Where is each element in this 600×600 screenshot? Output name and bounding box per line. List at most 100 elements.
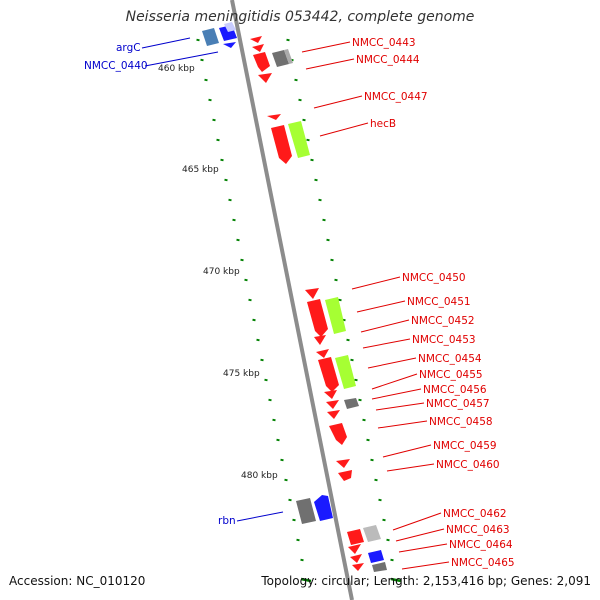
gene-forward[interactable] xyxy=(224,22,236,32)
gene-NMCC_0464[interactable] xyxy=(368,550,384,563)
reverse-gene-labels: NMCC_0443 NMCC_0444 NMCC_0447 hecB NMCC_0450… xyxy=(301,37,515,570)
gene-reverse[interactable] xyxy=(253,52,270,72)
gene-NMCC_0452[interactable] xyxy=(325,297,346,334)
gene-NMCC_0462[interactable] xyxy=(363,525,381,542)
gene-label-NMCC_0463[interactable]: NMCC_0463 xyxy=(446,524,510,536)
gene-label-NMCC_0440[interactable]: NMCC_0440 xyxy=(84,60,148,72)
gene-label-NMCC_0455[interactable]: NMCC_0455 xyxy=(419,369,483,381)
gene-NMCC_0463[interactable] xyxy=(348,544,361,554)
gene-forward[interactable] xyxy=(223,42,236,48)
scale-tick xyxy=(330,258,334,262)
scale-tick xyxy=(248,298,252,302)
scale-tick xyxy=(370,458,374,462)
leader-line xyxy=(144,51,219,67)
scale-tick xyxy=(196,38,200,42)
scale-labels: 460 kbp 465 kbp 470 kbp 475 kbp 480 kbp xyxy=(158,64,278,481)
gene-reverse[interactable] xyxy=(271,125,292,164)
leader-line xyxy=(313,95,363,109)
leader-line xyxy=(305,58,355,70)
gene-NMCC_0464[interactable] xyxy=(350,554,362,563)
gene-label-NMCC_0462[interactable]: NMCC_0462 xyxy=(443,508,507,520)
gene-label-NMCC_0464[interactable]: NMCC_0464 xyxy=(449,539,513,551)
gene-NMCC_0465[interactable] xyxy=(352,563,364,571)
scale-tick xyxy=(208,98,212,102)
scale-tick xyxy=(354,378,358,382)
gene-label-NMCC_0444[interactable]: NMCC_0444 xyxy=(356,54,420,66)
scale-tick xyxy=(292,518,296,522)
gene-label-NMCC_0457[interactable]: NMCC_0457 xyxy=(426,398,490,410)
gene-reverse[interactable] xyxy=(252,44,264,52)
gene-label-NMCC_0454[interactable]: NMCC_0454 xyxy=(418,353,482,365)
gene-label-NMCC_0460[interactable]: NMCC_0460 xyxy=(436,459,500,471)
scale-tick xyxy=(338,298,342,302)
gene-NMCC_0454[interactable] xyxy=(316,349,329,358)
scale-tick xyxy=(390,558,394,562)
gene-rbn-partner[interactable] xyxy=(296,498,316,524)
scale-label: 470 kbp xyxy=(203,267,240,277)
gene-label-NMCC_0453[interactable]: NMCC_0453 xyxy=(412,334,476,346)
scale-tick xyxy=(346,338,350,342)
gene-label-NMCC_0443[interactable]: NMCC_0443 xyxy=(352,37,416,49)
scale-tick xyxy=(318,198,322,202)
gene-label-NMCC_0456[interactable]: NMCC_0456 xyxy=(423,384,487,396)
gene-NMCC_0457[interactable] xyxy=(326,400,339,409)
scale-tick xyxy=(216,138,220,142)
scale-tick xyxy=(260,358,264,362)
scale-tick xyxy=(228,198,232,202)
gene-label-rbn[interactable]: rbn xyxy=(218,515,236,527)
gene-label-NMCC_0458[interactable]: NMCC_0458 xyxy=(429,416,493,428)
gene-label-NMCC_0452[interactable]: NMCC_0452 xyxy=(411,315,475,327)
gene-NMCC_0459[interactable] xyxy=(336,459,350,468)
gene-label-NMCC_0447[interactable]: NMCC_0447 xyxy=(364,91,428,103)
gene-label-NMCC_0459[interactable]: NMCC_0459 xyxy=(433,440,497,452)
gene-NMCC_0463[interactable] xyxy=(347,529,364,545)
gene-argC[interactable] xyxy=(202,28,219,46)
scale-tick xyxy=(268,398,272,402)
scale-tick xyxy=(288,498,292,502)
gene-reverse[interactable] xyxy=(250,36,262,43)
scale-tick xyxy=(252,318,256,322)
gene-NMCC_0447[interactable] xyxy=(267,114,281,120)
leader-line xyxy=(371,388,422,400)
gene-NMCC_0453[interactable] xyxy=(314,335,326,345)
gene-features xyxy=(202,22,387,572)
gene-label-NMCC_0465[interactable]: NMCC_0465 xyxy=(451,557,515,569)
scale-label: 460 kbp xyxy=(158,64,195,74)
gene-label-argC[interactable]: argC xyxy=(116,42,141,54)
gene-NMCC_0465[interactable] xyxy=(372,562,387,572)
gene-label-NMCC_0450[interactable]: NMCC_0450 xyxy=(402,272,466,284)
scale-tick xyxy=(236,238,240,242)
gene-NMCC_0444[interactable] xyxy=(272,50,289,67)
scale-tick xyxy=(256,338,260,342)
gene-label-NMCC_0451[interactable]: NMCC_0451 xyxy=(407,296,471,308)
gene-NMCC_0458[interactable] xyxy=(329,423,347,445)
gene-NMCC_0444[interactable] xyxy=(284,49,293,64)
scale-tick xyxy=(322,218,326,222)
gene-NMCC_0456[interactable] xyxy=(324,390,337,399)
gene-reverse[interactable] xyxy=(327,410,340,419)
scale-tick xyxy=(374,478,378,482)
leader-line xyxy=(301,41,351,53)
scale-tick xyxy=(314,178,318,182)
scale-tick xyxy=(200,58,204,62)
scale-tick xyxy=(302,118,306,122)
leader-line xyxy=(386,463,435,472)
leader-line xyxy=(392,512,442,531)
gene-NMCC_0455[interactable] xyxy=(318,357,339,392)
gene-NMCC_0451[interactable] xyxy=(307,299,328,337)
scale-tick xyxy=(298,98,302,102)
scale-tick xyxy=(276,438,280,442)
gene-reverse[interactable] xyxy=(258,73,272,83)
gene-hecB[interactable] xyxy=(288,121,310,158)
gene-rbn[interactable] xyxy=(314,495,333,521)
gene-NMCC_0460[interactable] xyxy=(338,470,352,481)
scale-tick xyxy=(358,398,362,402)
leader-line xyxy=(362,338,411,349)
gene-NMCC_0457[interactable] xyxy=(344,398,359,409)
gene-NMCC_0450[interactable] xyxy=(305,288,319,299)
leader-line xyxy=(236,511,284,522)
gene-label-hecB[interactable]: hecB xyxy=(370,118,396,130)
leader-line xyxy=(401,561,450,570)
gene-NMCC_0455[interactable] xyxy=(335,355,356,389)
